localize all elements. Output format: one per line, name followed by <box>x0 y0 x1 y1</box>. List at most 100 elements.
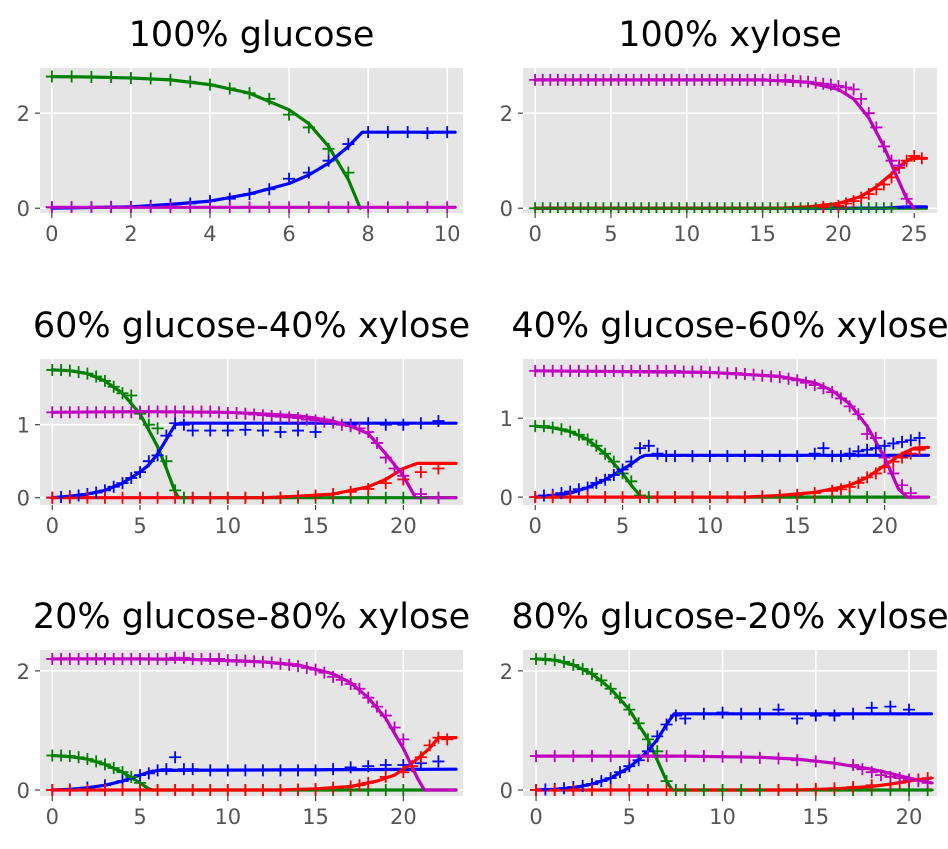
data-point-red <box>809 782 822 795</box>
data-point-blue <box>595 775 608 788</box>
data-point-blue <box>344 761 357 774</box>
data-point-red <box>686 491 699 504</box>
data-point-red <box>46 491 59 504</box>
data-point-magenta <box>318 666 331 679</box>
data-point-magenta <box>213 652 226 665</box>
data-point-magenta <box>370 436 383 449</box>
data-point-blue <box>809 709 822 722</box>
data-point-magenta <box>379 451 392 464</box>
data-point-green <box>151 422 164 435</box>
data-point-magenta <box>852 408 865 421</box>
data-point-blue <box>379 418 392 431</box>
data-point-magenta <box>828 757 841 770</box>
data-point-green <box>98 758 111 771</box>
data-point-magenta <box>388 462 401 475</box>
data-point-blue <box>414 417 427 430</box>
plot-data <box>46 651 458 796</box>
data-point-magenta <box>177 651 190 664</box>
data-point-blue <box>151 449 164 462</box>
data-point-magenta <box>567 750 580 763</box>
data-point-blue <box>852 445 865 458</box>
data-point-blue <box>903 703 916 716</box>
data-point-green <box>125 770 138 783</box>
data-point-green <box>72 366 85 379</box>
data-point-blue <box>169 751 182 764</box>
data-point-red <box>134 784 147 796</box>
data-point-green <box>572 428 585 441</box>
data-point-blue <box>896 435 909 448</box>
data-point-blue <box>186 763 199 776</box>
data-point-blue <box>263 183 276 196</box>
data-point-red <box>641 784 654 796</box>
data-point-blue <box>773 450 786 463</box>
data-point-magenta <box>362 691 375 704</box>
data-point-green <box>124 71 137 84</box>
data-point-red <box>703 491 716 504</box>
data-point-green <box>302 121 315 134</box>
data-point-blue <box>738 450 751 463</box>
x-tick-label: 25 <box>901 222 928 246</box>
data-point-blue <box>861 443 874 456</box>
data-point-magenta <box>862 107 875 120</box>
x-tick-label: 0 <box>46 805 59 829</box>
data-point-blue <box>869 442 882 455</box>
data-point-red <box>834 483 847 496</box>
data-point-blue <box>651 730 664 743</box>
data-point-magenta <box>791 754 804 767</box>
data-point-red <box>828 782 841 795</box>
data-point-blue <box>432 415 445 428</box>
data-point-red <box>865 779 878 792</box>
data-point-green <box>322 142 335 155</box>
data-point-green <box>243 87 256 100</box>
y-tick-label: 0 <box>17 197 30 221</box>
plot-data <box>46 363 458 504</box>
data-point-magenta <box>85 201 98 213</box>
data-point-magenta <box>782 372 795 385</box>
data-point-magenta <box>160 652 173 665</box>
data-point-red <box>274 784 287 796</box>
data-point-magenta <box>164 201 177 213</box>
data-point-blue <box>243 187 256 200</box>
data-point-magenta <box>353 682 366 695</box>
data-point-magenta <box>353 422 366 435</box>
x-tick-label: 10 <box>697 514 724 538</box>
data-point-blue <box>599 473 612 486</box>
data-point-red <box>908 149 921 162</box>
data-point-blue <box>697 707 710 720</box>
x-tick-label: 20 <box>390 514 417 538</box>
data-point-magenta <box>809 755 822 768</box>
data-point-blue <box>772 703 785 716</box>
x-tick-label: 15 <box>802 805 829 829</box>
data-point-blue <box>283 172 296 185</box>
data-point-magenta <box>843 400 856 413</box>
data-point-magenta <box>65 201 78 213</box>
x-tick-label: 0 <box>529 514 542 538</box>
x-tick-label: 0 <box>45 222 58 246</box>
data-point-magenta <box>265 656 278 669</box>
data-point-magenta <box>809 76 822 89</box>
data-point-magenta <box>896 479 909 492</box>
data-point-red <box>651 491 664 504</box>
data-point-blue <box>302 166 315 179</box>
data-point-magenta <box>362 201 375 213</box>
chart-panel-1: 0 2 4 6 8 10 0 2 100% glucose <box>17 15 463 246</box>
data-point-green <box>160 455 173 468</box>
data-point-magenta <box>414 488 427 501</box>
data-point-magenta <box>401 201 414 213</box>
data-point-magenta <box>105 201 118 213</box>
data-point-red <box>292 783 305 796</box>
data-point-magenta <box>292 660 305 673</box>
data-point-green <box>607 455 620 468</box>
chart-panel-5: 0 5 10 15 20 0 220% glucose-80% xylose <box>17 597 471 829</box>
data-point-blue <box>613 766 626 779</box>
data-point-magenta <box>309 414 322 427</box>
data-point-magenta <box>893 772 906 785</box>
data-point-red <box>116 784 129 796</box>
data-point-magenta <box>432 491 445 504</box>
data-point-magenta <box>887 467 900 480</box>
data-point-blue <box>904 434 917 447</box>
y-tick-label: 2 <box>17 102 30 126</box>
data-point-blue <box>703 450 716 463</box>
data-point-red <box>852 476 865 489</box>
data-point-green <box>548 654 561 667</box>
